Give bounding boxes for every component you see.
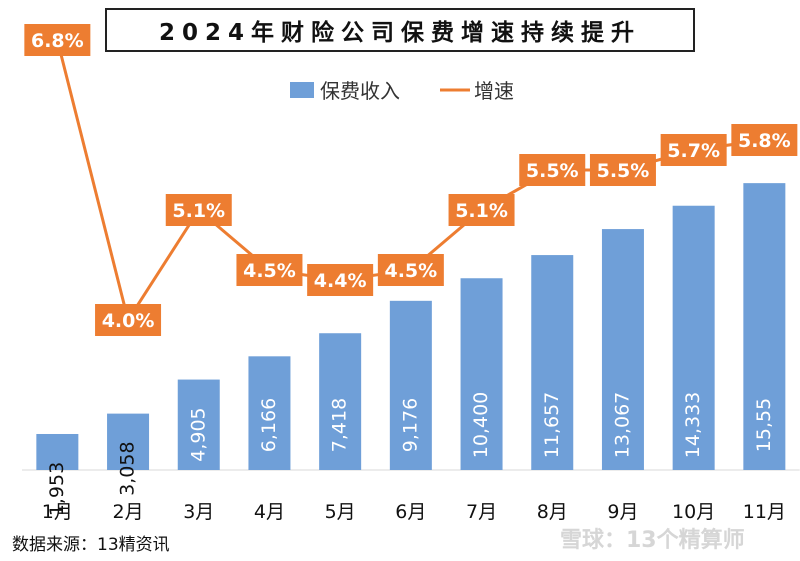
growth-label-box [236, 254, 303, 286]
bar-value-label: 1,953 [46, 462, 68, 516]
bar [107, 413, 150, 470]
growth-label-box [24, 24, 91, 56]
x-tick-label: 10月 [672, 501, 715, 523]
bar [531, 255, 574, 470]
bar-value-label: 3,058 [117, 441, 139, 495]
growth-label: 5.5% [597, 160, 650, 182]
watermark: 雪球：13个精算师 [560, 528, 745, 553]
x-tick-label: 2月 [113, 501, 144, 523]
legend-line-label: 增速 [474, 79, 514, 103]
x-tick-label: 5月 [325, 501, 356, 523]
growth-label: 4.5% [243, 260, 296, 282]
growth-label: 4.5% [384, 260, 437, 282]
growth-label-box [95, 304, 162, 336]
data-source: 数据来源：13精资讯 [12, 535, 170, 555]
legend-bar-swatch [290, 82, 314, 98]
bar [177, 379, 220, 470]
x-tick-label: 7月 [466, 501, 497, 523]
growth-label: 5.1% [455, 200, 508, 222]
growth-label-box [165, 194, 232, 226]
growth-label-box [377, 254, 444, 286]
growth-label: 4.4% [314, 270, 367, 292]
bar-value-label: 7,418 [329, 398, 351, 452]
growth-label-box [660, 134, 727, 166]
bar [460, 278, 503, 470]
legend-bar-label: 保费收入 [320, 79, 400, 103]
bar-value-label: 13,067 [611, 392, 633, 458]
x-tick-label: 8月 [537, 501, 568, 523]
growth-label: 6.8% [31, 30, 84, 52]
bar [36, 433, 79, 470]
x-tick-label: 6月 [395, 501, 426, 523]
bar-value-label: 11,657 [541, 392, 563, 458]
bar-value-label: 4,905 [187, 407, 209, 461]
growth-label-box [519, 154, 586, 186]
growth-label-box [448, 194, 515, 226]
growth-label: 5.1% [172, 200, 225, 222]
bar-value-label: 10,400 [470, 392, 492, 458]
x-tick-label: 1月 [42, 501, 73, 523]
bar-value-label: 14,333 [682, 392, 704, 458]
growth-label: 5.8% [738, 130, 791, 152]
bar [389, 300, 432, 470]
x-tick-label: 4月 [254, 501, 285, 523]
growth-label-box [731, 124, 798, 156]
growth-label: 5.5% [526, 160, 579, 182]
bar [601, 229, 644, 470]
growth-label-box [589, 154, 656, 186]
bar-value-label: 9,176 [399, 398, 421, 452]
x-tick-label: 3月 [183, 501, 214, 523]
growth-label: 4.0% [102, 310, 155, 332]
x-tick-label: 9月 [607, 501, 638, 523]
bar [319, 333, 362, 470]
bar [248, 356, 291, 470]
bar [743, 183, 786, 471]
bar [672, 205, 715, 471]
chart-title: 2024年财险公司保费增速持续提升 [105, 8, 695, 52]
bar-value-label: 15,55 [753, 398, 775, 452]
growth-label: 5.7% [667, 140, 720, 162]
bar-value-label: 6,166 [258, 398, 280, 452]
x-tick-label: 11月 [743, 501, 786, 523]
growth-label-box [307, 264, 374, 296]
